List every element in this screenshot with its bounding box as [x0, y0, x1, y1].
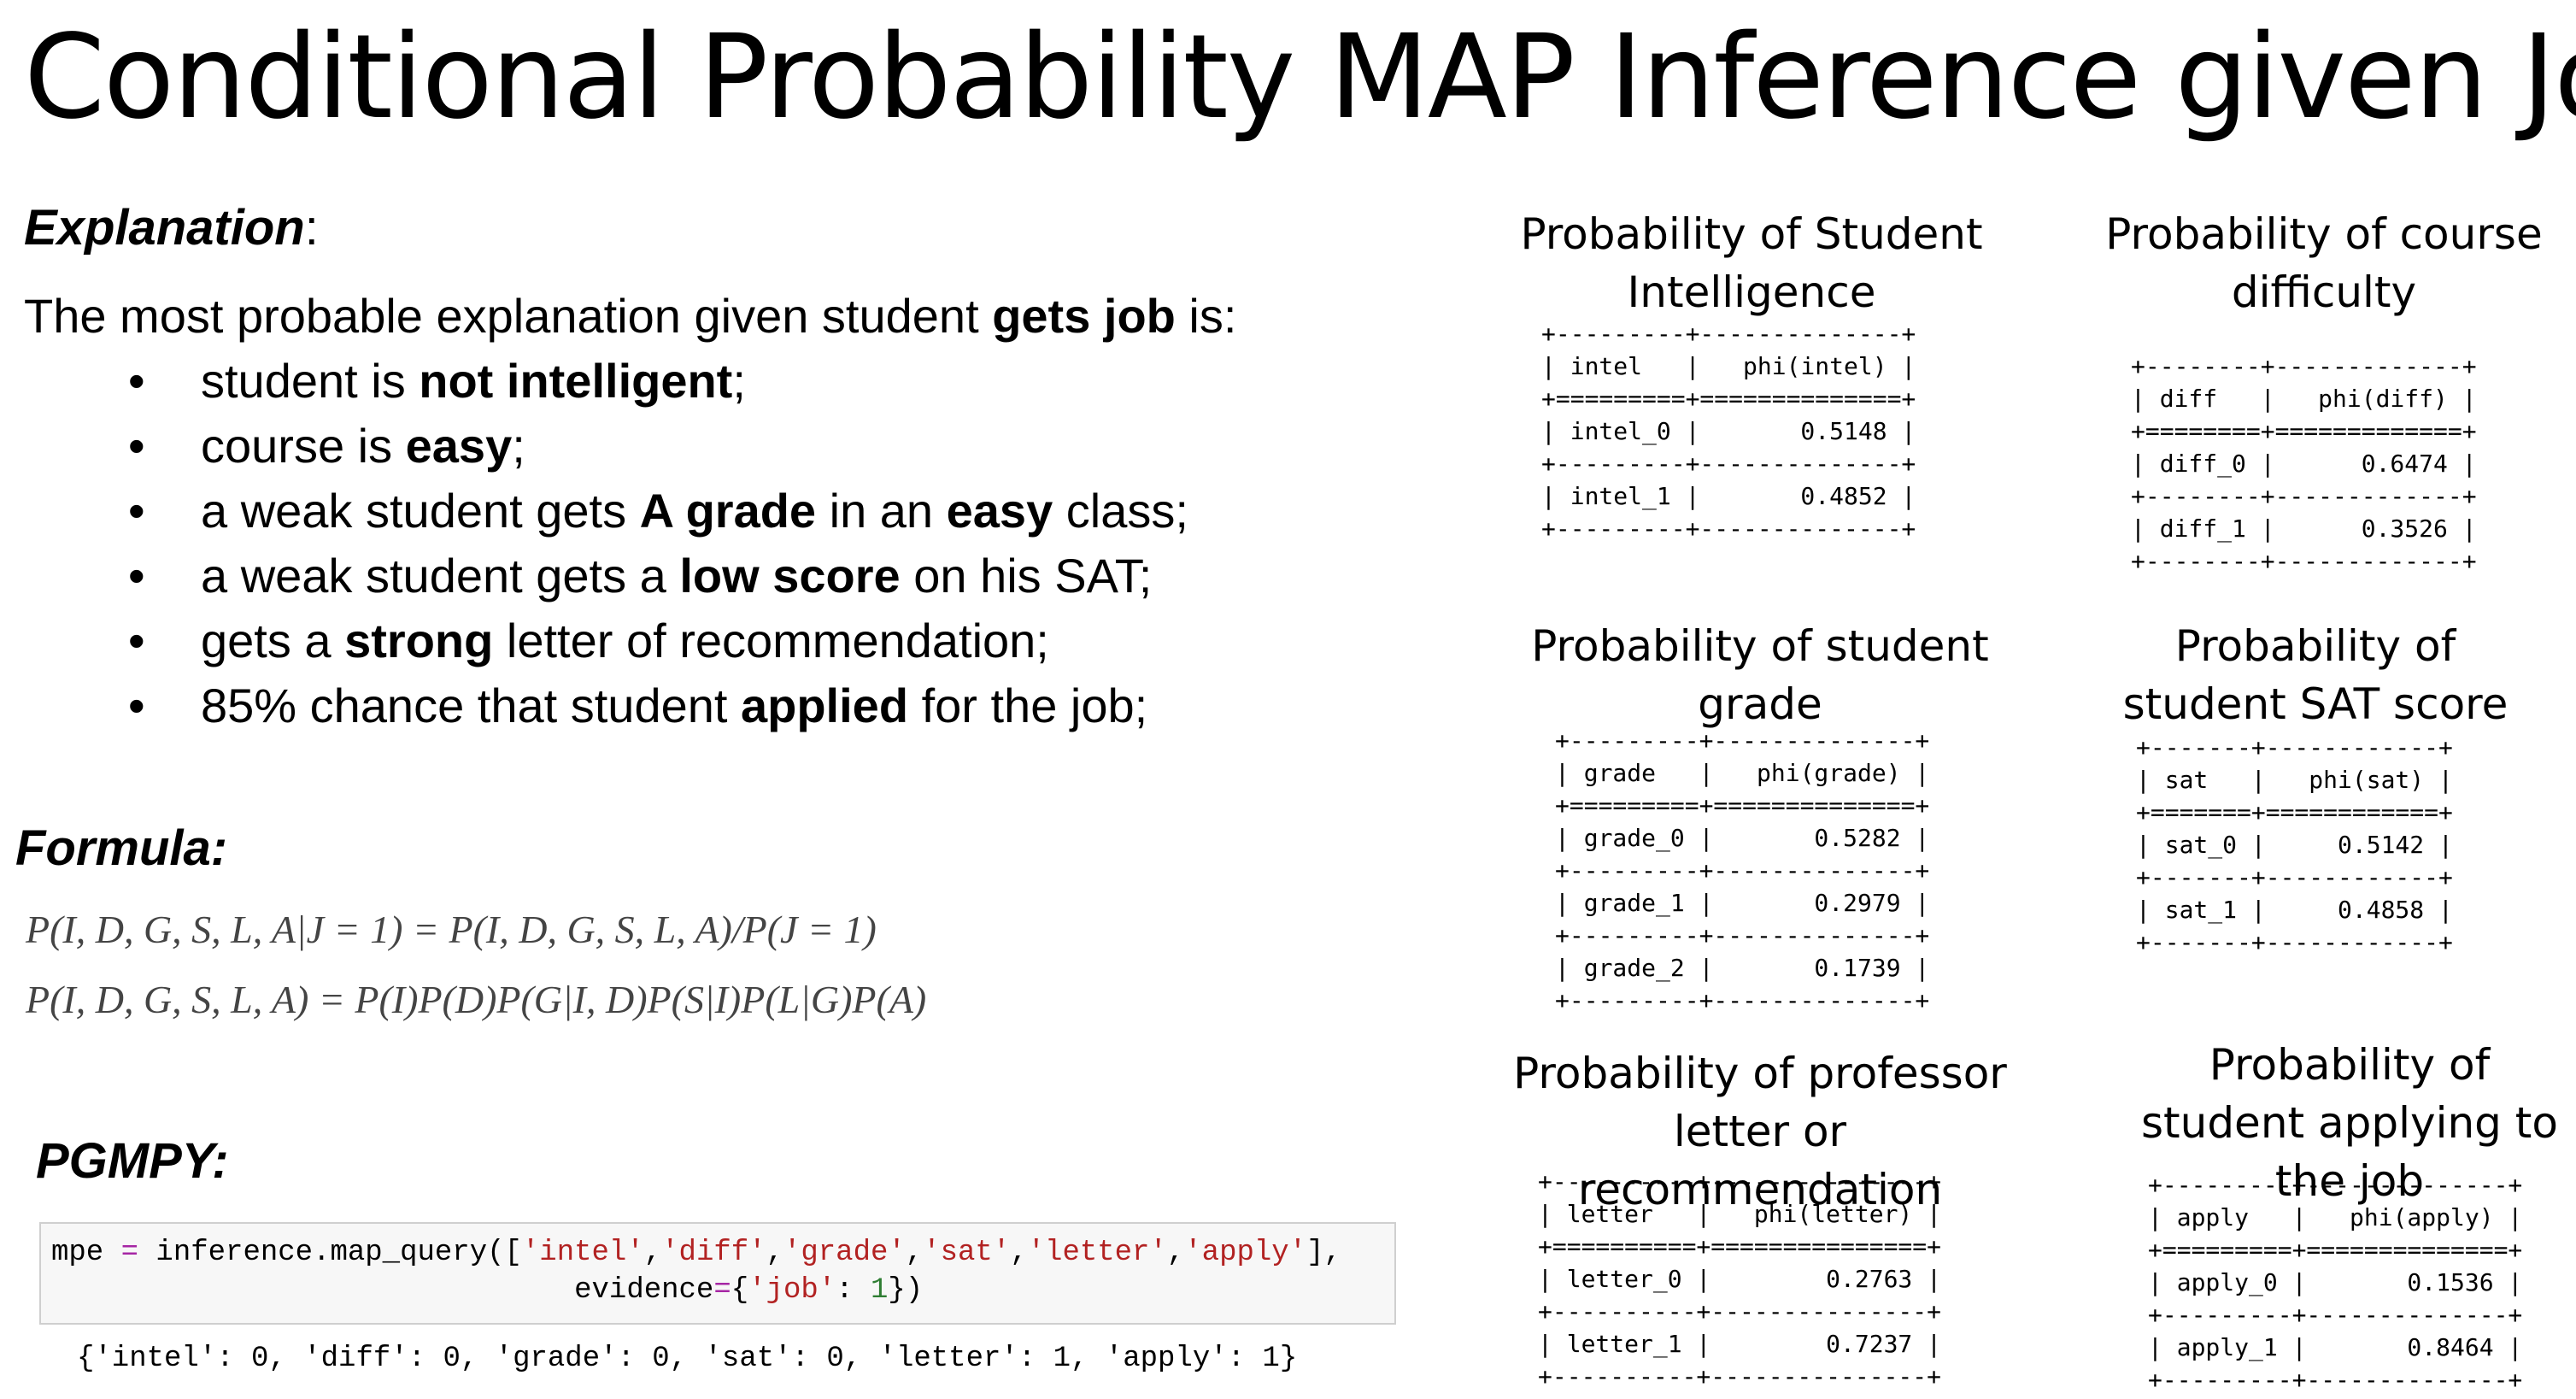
explanation-intro: The most probable explanation given stud…	[24, 286, 1236, 346]
list-item: • course is easy;	[128, 415, 1188, 480]
table-title-apply: Probability of student applying to the j…	[2140, 1040, 2559, 1206]
table-intelligence: +---------+--------------+ | intel | phi…	[1541, 320, 1916, 543]
table-apply: +---------+--------------+ | apply | phi…	[2148, 1171, 2523, 1394]
explanation-colon: :	[304, 200, 319, 256]
bullet-icon: •	[128, 549, 145, 603]
bullet-icon: •	[128, 419, 145, 473]
table-title-intelligence: Probability of Student Intelligence	[1520, 209, 1983, 317]
list-item: • student is not intelligent;	[128, 350, 1188, 415]
explanation-list: • student is not intelligent; • course is …	[128, 350, 1188, 740]
bullet-icon: •	[128, 614, 145, 667]
code-line-1: mpe = inference.map_query(['intel','diff…	[51, 1237, 1341, 1269]
table-letter: +----------+---------------+ | letter | …	[1538, 1167, 1942, 1390]
formula-line-2: P(I, D, G, S, L, A) = P(I)P(D)P(G|I, D)P…	[26, 978, 927, 1021]
bullet-icon: •	[128, 354, 145, 408]
bullet-icon: •	[128, 484, 145, 538]
intro-bold: gets job	[992, 289, 1176, 343]
code-line-2: evidence={'job': 1})	[574, 1274, 924, 1307]
intro-prefix: The most probable explanation given stud…	[24, 289, 993, 343]
table-difficulty: +--------+-------------+ | diff | phi(di…	[2131, 352, 2477, 575]
table-title-grade: Probability of student grade	[1531, 621, 1989, 729]
formula-line-1: P(I, D, G, S, L, A|J = 1) = P(I, D, G, S…	[26, 908, 877, 951]
list-item: • a weak student gets a low score on his …	[128, 545, 1188, 610]
code-cell[interactable]	[39, 1222, 1396, 1325]
pgmpy-label: PGMPY:	[36, 1133, 229, 1189]
table-grade: +---------+--------------+ | grade | phi…	[1555, 726, 1930, 1014]
table-title-difficulty: Probability of course difficulty	[2105, 209, 2543, 317]
table-title-sat: Probability of student SAT score	[2122, 621, 2509, 729]
slide-title: Conditional Probability MAP Inference gi…	[24, 10, 2576, 145]
list-item: • a weak student gets A grade in an easy …	[128, 480, 1188, 545]
list-item: • 85% chance that student applied for the…	[128, 675, 1188, 740]
table-title-letter: Probability of professor letter or recom…	[1513, 1049, 2007, 1214]
list-item: • gets a strong letter of recommendation;	[128, 610, 1188, 675]
explanation-heading: Explanation:	[24, 198, 319, 258]
bullet-icon: •	[128, 679, 145, 732]
code-output: {'intel': 0, 'diff': 0, 'grade': 0, 'sat…	[77, 1343, 1298, 1375]
table-sat: +-------+------------+ | sat | phi(sat) …	[2136, 733, 2453, 956]
formula-label: Formula:	[15, 820, 228, 876]
intro-suffix: is:	[1175, 289, 1237, 343]
explanation-label: Explanation	[24, 200, 305, 256]
